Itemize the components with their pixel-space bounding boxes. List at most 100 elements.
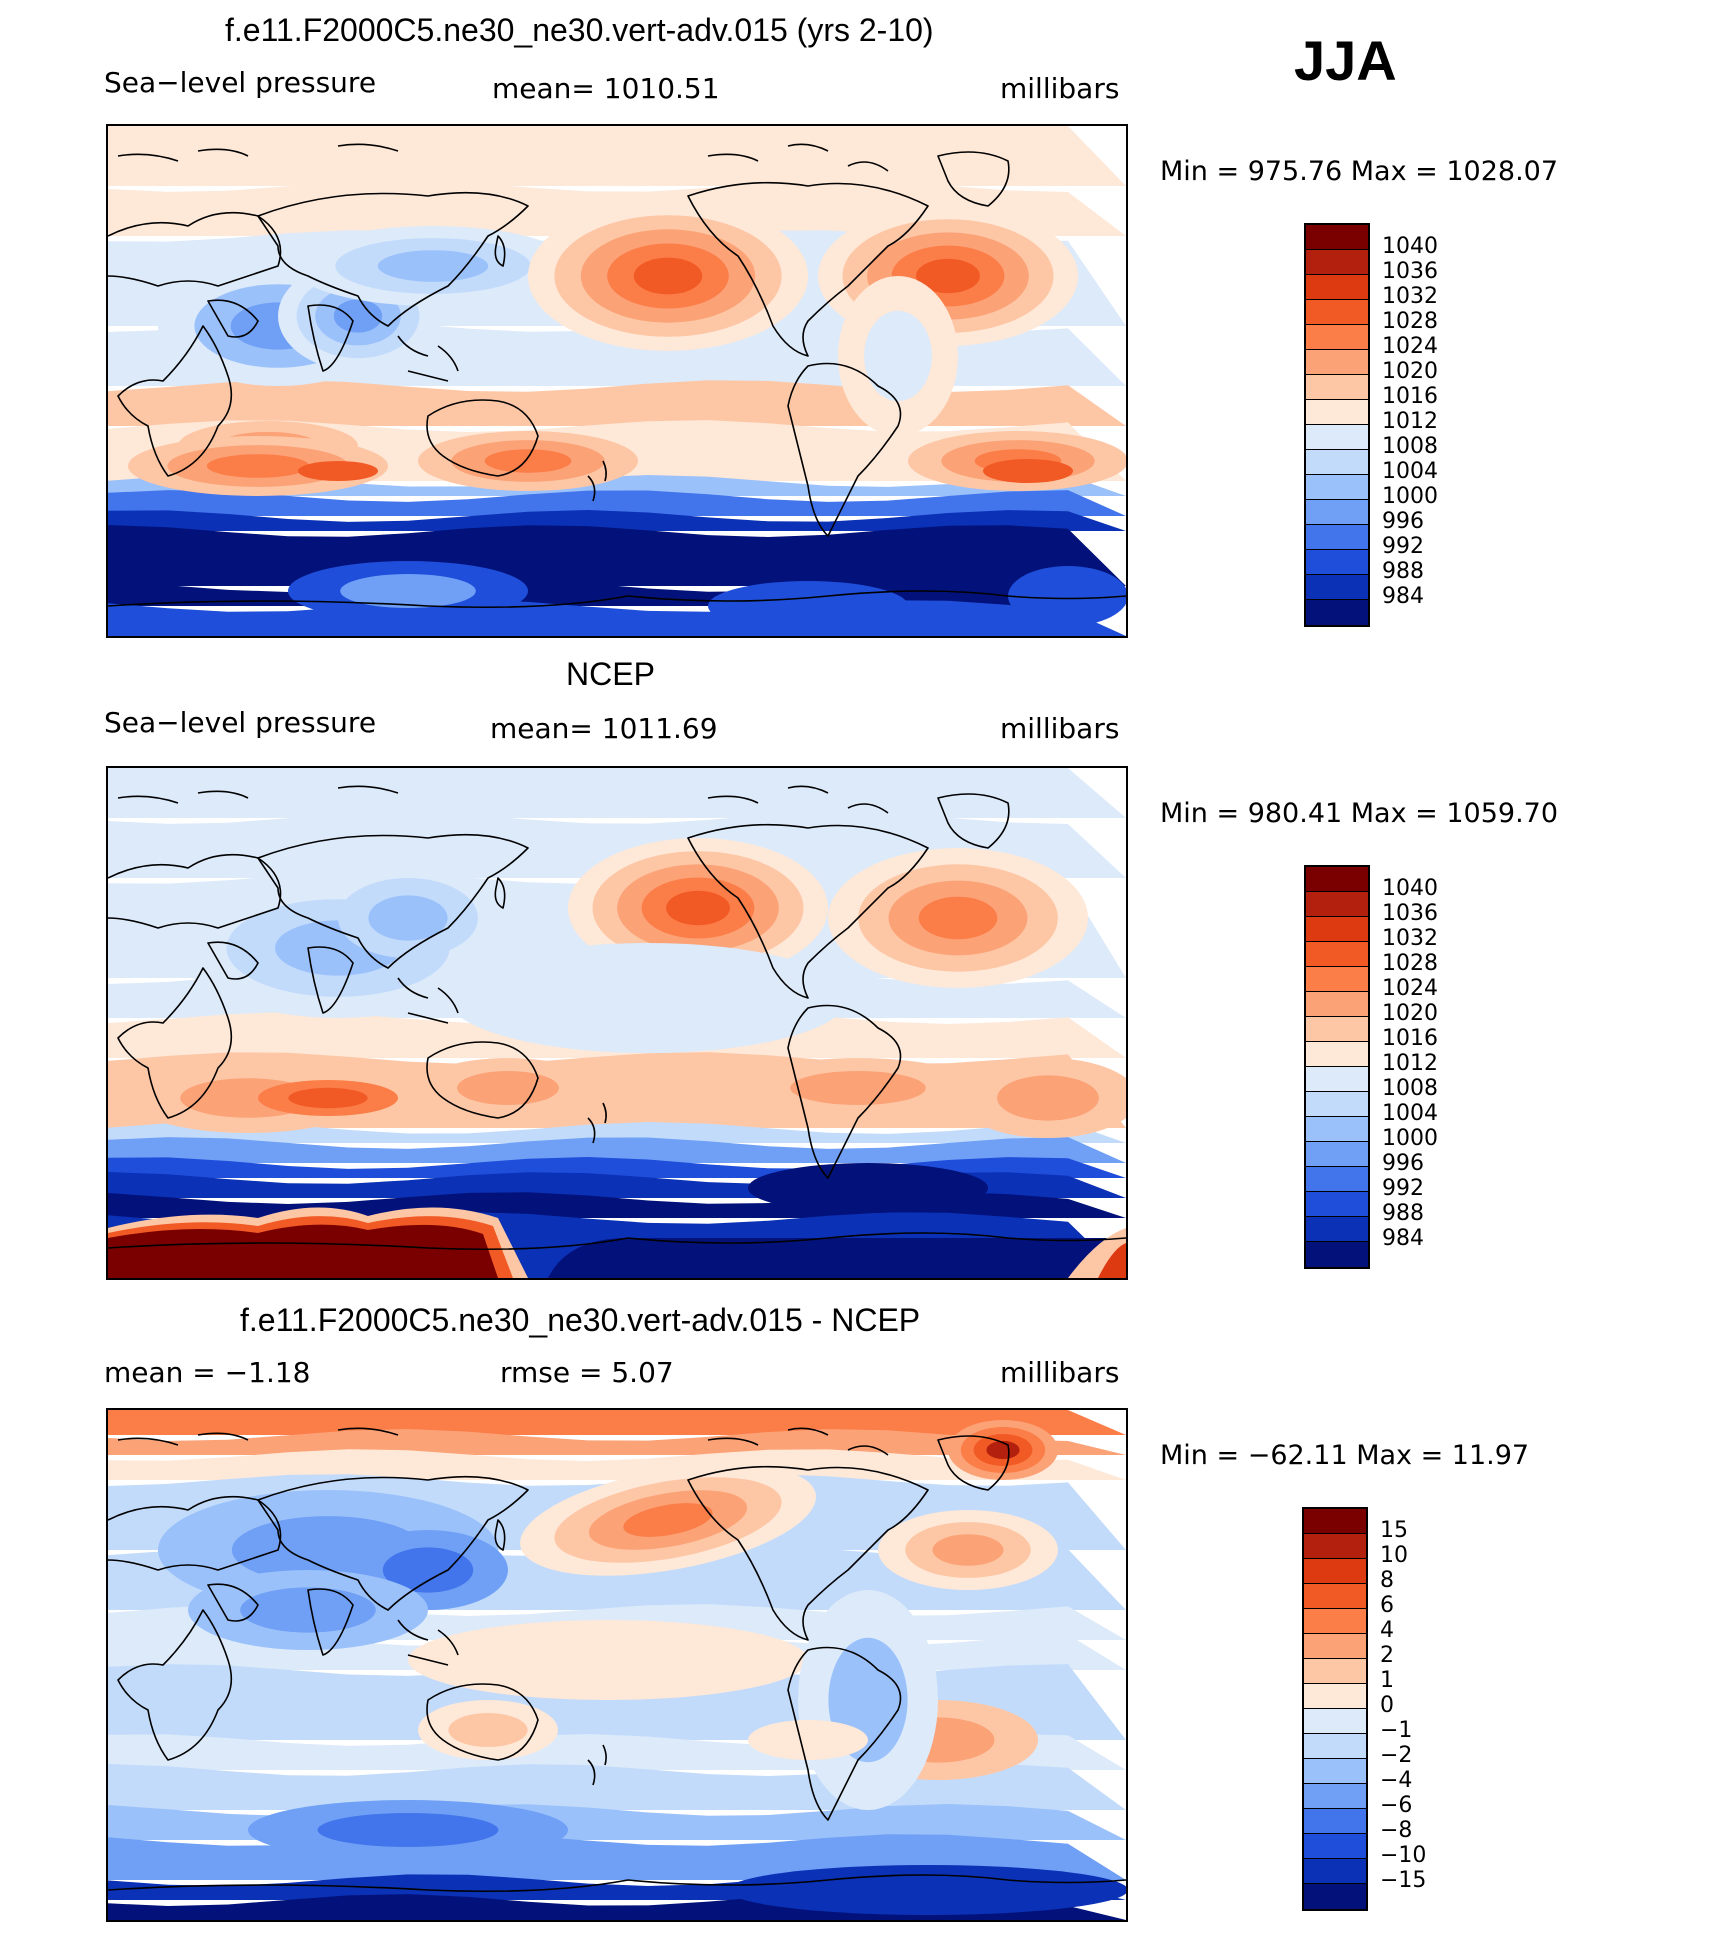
colorbar-level-label: −8 [1380, 1818, 1413, 1843]
colorbar-level-label: 1000 [1382, 1126, 1438, 1151]
colorbar-box [1306, 300, 1368, 325]
colorbar-level-label: 1032 [1382, 284, 1438, 309]
colorbar-box [1306, 1242, 1368, 1267]
colorbar-box [1306, 1067, 1368, 1092]
colorbar-box [1306, 1042, 1368, 1067]
colorbar-level-label: 1008 [1382, 434, 1438, 459]
colorbar-box [1306, 525, 1368, 550]
panel3-title: f.e11.F2000C5.ne30_ne30.vert-adv.015 - N… [240, 1302, 921, 1338]
colorbar-level-label: 1028 [1382, 309, 1438, 334]
colorbar-box [1304, 1584, 1366, 1609]
colorbar-level-label: 1032 [1382, 926, 1438, 951]
colorbar-box [1304, 1709, 1366, 1734]
colorbar-level-label: 1020 [1382, 1001, 1438, 1026]
panel2-minmax: Min = 980.41 Max = 1059.70 [1160, 798, 1559, 829]
colorbar-level-label: 1016 [1382, 1026, 1438, 1051]
panel3-left-label: mean = −1.18 [104, 1356, 311, 1389]
panel2-map [106, 766, 1128, 1280]
colorbar-box [1304, 1559, 1366, 1584]
colorbar-level-label: 1028 [1382, 951, 1438, 976]
colorbar-box [1306, 350, 1368, 375]
colorbar-box [1304, 1509, 1366, 1534]
colorbar-box [1306, 500, 1368, 525]
colorbar-level-label: 15 [1380, 1518, 1408, 1543]
colorbar-box [1304, 1534, 1366, 1559]
colorbar-box [1304, 1634, 1366, 1659]
colorbar-level-label: 1036 [1382, 259, 1438, 284]
colorbar-box [1306, 400, 1368, 425]
colorbar-level-label: 1024 [1382, 334, 1438, 359]
panel1-map [106, 124, 1128, 638]
colorbar-level-label: 10 [1380, 1543, 1408, 1568]
colorbar-level-label: 8 [1380, 1568, 1394, 1593]
panel2-center-label: mean= 1011.69 [490, 712, 718, 745]
colorbar-level-label: 6 [1380, 1593, 1394, 1618]
colorbar-box [1306, 992, 1368, 1017]
colorbar-box [1306, 867, 1368, 892]
colorbar-box [1306, 942, 1368, 967]
panel2-colorbar [1304, 865, 1370, 1269]
panel1-title: f.e11.F2000C5.ne30_ne30.vert-adv.015 (yr… [225, 12, 934, 48]
colorbar-box [1306, 375, 1368, 400]
colorbar-box [1304, 1859, 1366, 1884]
colorbar-box [1306, 425, 1368, 450]
colorbar-level-label: 996 [1382, 1151, 1424, 1176]
panel1-center-label: mean= 1010.51 [492, 72, 720, 105]
colorbar-level-label: 1012 [1382, 1051, 1438, 1076]
colorbar-level-label: 1 [1380, 1668, 1394, 1693]
colorbar-box [1304, 1684, 1366, 1709]
colorbar-level-label: 1004 [1382, 1101, 1438, 1126]
panel2-left-label: Sea−level pressure [104, 706, 377, 739]
colorbar-level-label: 1024 [1382, 976, 1438, 1001]
colorbar-box [1306, 450, 1368, 475]
colorbar-level-label: 1040 [1382, 234, 1438, 259]
colorbar-box [1306, 225, 1368, 250]
colorbar-level-label: −2 [1380, 1743, 1413, 1768]
panel1-right-label: millibars [1000, 72, 1120, 105]
colorbar-level-label: 1040 [1382, 876, 1438, 901]
colorbar-level-label: 1020 [1382, 359, 1438, 384]
colorbar-box [1306, 600, 1368, 625]
colorbar-box [1306, 1117, 1368, 1142]
colorbar-level-label: −1 [1380, 1718, 1413, 1743]
colorbar-box [1306, 325, 1368, 350]
panel3-colorbar [1302, 1507, 1368, 1911]
colorbar-box [1306, 1017, 1368, 1042]
panel1-left-label: Sea−level pressure [104, 66, 377, 99]
colorbar-box [1306, 1167, 1368, 1192]
colorbar-level-label: 996 [1382, 509, 1424, 534]
panel1-minmax: Min = 975.76 Max = 1028.07 [1160, 156, 1559, 187]
colorbar-box [1304, 1784, 1366, 1809]
colorbar-level-label: 4 [1380, 1618, 1394, 1643]
colorbar-level-label: −6 [1380, 1793, 1413, 1818]
colorbar-box [1306, 1142, 1368, 1167]
colorbar-level-label: 988 [1382, 559, 1424, 584]
colorbar-box [1306, 892, 1368, 917]
colorbar-box [1306, 250, 1368, 275]
colorbar-box [1304, 1659, 1366, 1684]
panel3-right-label: millibars [1000, 1356, 1120, 1389]
colorbar-box [1306, 475, 1368, 500]
colorbar-level-label: 992 [1382, 534, 1424, 559]
colorbar-level-label: 0 [1380, 1693, 1394, 1718]
colorbar-box [1306, 1092, 1368, 1117]
colorbar-level-label: 1000 [1382, 484, 1438, 509]
colorbar-box [1304, 1609, 1366, 1634]
colorbar-level-label: 1008 [1382, 1076, 1438, 1101]
panel2-right-label: millibars [1000, 712, 1120, 745]
colorbar-level-label: 1016 [1382, 384, 1438, 409]
colorbar-level-label: 1004 [1382, 459, 1438, 484]
panel1-colorbar [1304, 223, 1370, 627]
colorbar-level-label: 1012 [1382, 409, 1438, 434]
colorbar-level-label: −4 [1380, 1768, 1413, 1793]
colorbar-level-label: 984 [1382, 584, 1424, 609]
colorbar-level-label: 988 [1382, 1201, 1424, 1226]
colorbar-box [1304, 1734, 1366, 1759]
colorbar-box [1304, 1759, 1366, 1784]
colorbar-box [1306, 575, 1368, 600]
colorbar-box [1306, 275, 1368, 300]
colorbar-box [1306, 1217, 1368, 1242]
panel3-center-label: rmse = 5.07 [500, 1356, 674, 1389]
colorbar-box [1304, 1834, 1366, 1859]
colorbar-level-label: 992 [1382, 1176, 1424, 1201]
